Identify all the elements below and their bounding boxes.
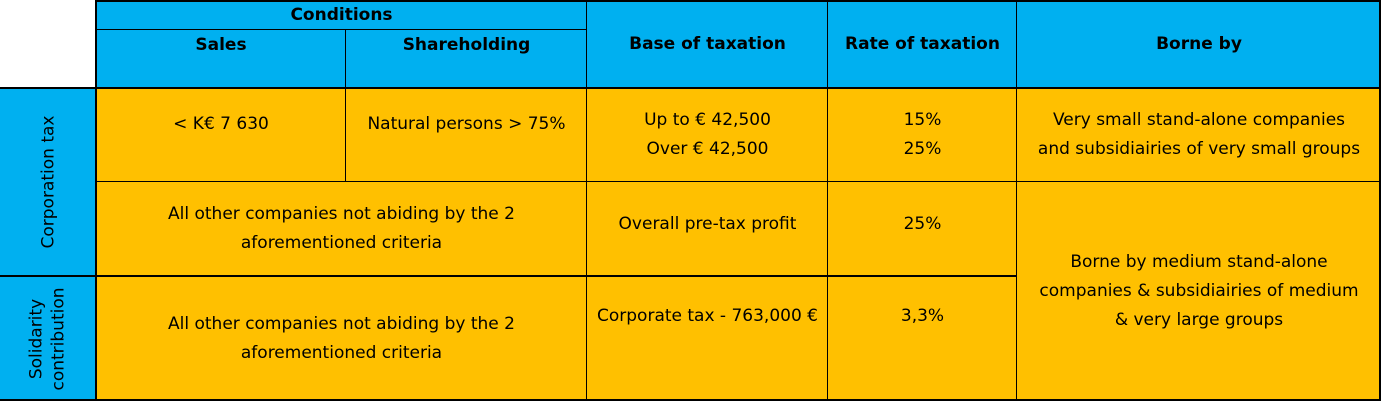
row1-rate-line1: 15% xyxy=(903,110,942,130)
row3-conditions-line1: All other companies not abiding by the 2 xyxy=(168,313,515,334)
grid-line xyxy=(0,275,1017,277)
row1-shareholding-value: Natural persons > 75% xyxy=(367,114,566,134)
grid-line xyxy=(1016,0,1017,401)
corporation-tax-label-cell: Corporation tax xyxy=(0,88,96,276)
row3-rate: 3,3% xyxy=(828,276,1017,401)
grid-line xyxy=(95,0,97,401)
header-shareholding: Shareholding xyxy=(346,30,587,88)
row3-base: Corporate tax - 763,000 € xyxy=(587,276,828,401)
row2-base: Overall pre-tax profit xyxy=(587,182,828,276)
row1-shareholding: Natural persons > 75% xyxy=(346,88,587,182)
row1-sales-value: < K€ 7 630 xyxy=(173,114,269,134)
grid-line xyxy=(1379,0,1381,401)
header-base: Base of taxation xyxy=(587,0,828,88)
header-sales-label: Sales xyxy=(195,35,247,55)
corner-cell xyxy=(0,0,96,88)
header-shareholding-label: Shareholding xyxy=(402,35,531,55)
row2-conditions-line2: aforementioned criteria xyxy=(240,233,443,253)
grid-line xyxy=(96,0,1381,2)
header-rate: Rate of taxation xyxy=(828,0,1017,88)
header-conditions-label: Conditions xyxy=(290,5,393,25)
corporation-tax-label: Corporation tax xyxy=(38,115,59,249)
row1-borne-line2: and subsidiairies of very small groups xyxy=(1037,139,1361,159)
row23-borne-line3: & very large groups xyxy=(1114,310,1284,330)
header-sales: Sales xyxy=(96,30,346,88)
row2-rate-value: 25% xyxy=(903,214,942,234)
grid-line xyxy=(0,399,1381,401)
row1-borne: Very small stand-alone companies and sub… xyxy=(1017,88,1381,182)
solidarity-label-line2: contribution xyxy=(49,286,69,391)
grid-line xyxy=(96,29,587,30)
row23-borne-line1: Borne by medium stand-alone xyxy=(1070,252,1328,272)
row1-base-line2: Over € 42,500 xyxy=(646,139,769,159)
header-borne-label: Borne by xyxy=(1156,33,1242,54)
grid-line xyxy=(345,88,346,182)
row1-rate-line2: 25% xyxy=(903,139,942,159)
header-rate-label: Rate of taxation xyxy=(845,33,1000,54)
header-base-label: Base of taxation xyxy=(629,33,786,54)
row1-borne-line1: Very small stand-alone companies xyxy=(1052,110,1346,130)
row3-rate-value: 3,3% xyxy=(900,306,945,326)
row3-conditions: All other companies not abiding by the 2… xyxy=(96,276,587,401)
solidarity-label-cell: Solidarity contribution xyxy=(0,276,96,401)
header-borne: Borne by xyxy=(1017,0,1381,88)
row1-base: Up to € 42,500 Over € 42,500 xyxy=(587,88,828,182)
row3-base-value: Corporate tax - 763,000 € xyxy=(597,306,818,326)
grid-line xyxy=(345,29,346,88)
row23-borne-line2: companies & subsidiairies of medium xyxy=(1039,281,1359,301)
grid-line xyxy=(586,0,587,401)
grid-line xyxy=(827,0,828,401)
row1-rate: 15% 25% xyxy=(828,88,1017,182)
row2-conditions: All other companies not abiding by the 2… xyxy=(96,182,587,276)
row2-conditions-line1: All other companies not abiding by the 2 xyxy=(168,204,515,224)
grid-line xyxy=(96,181,1381,182)
grid-line xyxy=(0,87,1381,89)
row3-conditions-line2: aforementioned criteria xyxy=(240,342,443,363)
row23-borne: Borne by medium stand-alone companies & … xyxy=(1017,182,1381,401)
row1-sales: < K€ 7 630 xyxy=(96,88,346,182)
solidarity-label: Solidarity contribution xyxy=(26,287,70,390)
header-conditions: Conditions xyxy=(96,0,587,30)
row1-base-line1: Up to € 42,500 xyxy=(644,110,771,130)
row2-base-value: Overall pre-tax profit xyxy=(618,214,797,234)
solidarity-label-line1: Solidarity xyxy=(27,298,47,379)
row2-rate: 25% xyxy=(828,182,1017,276)
